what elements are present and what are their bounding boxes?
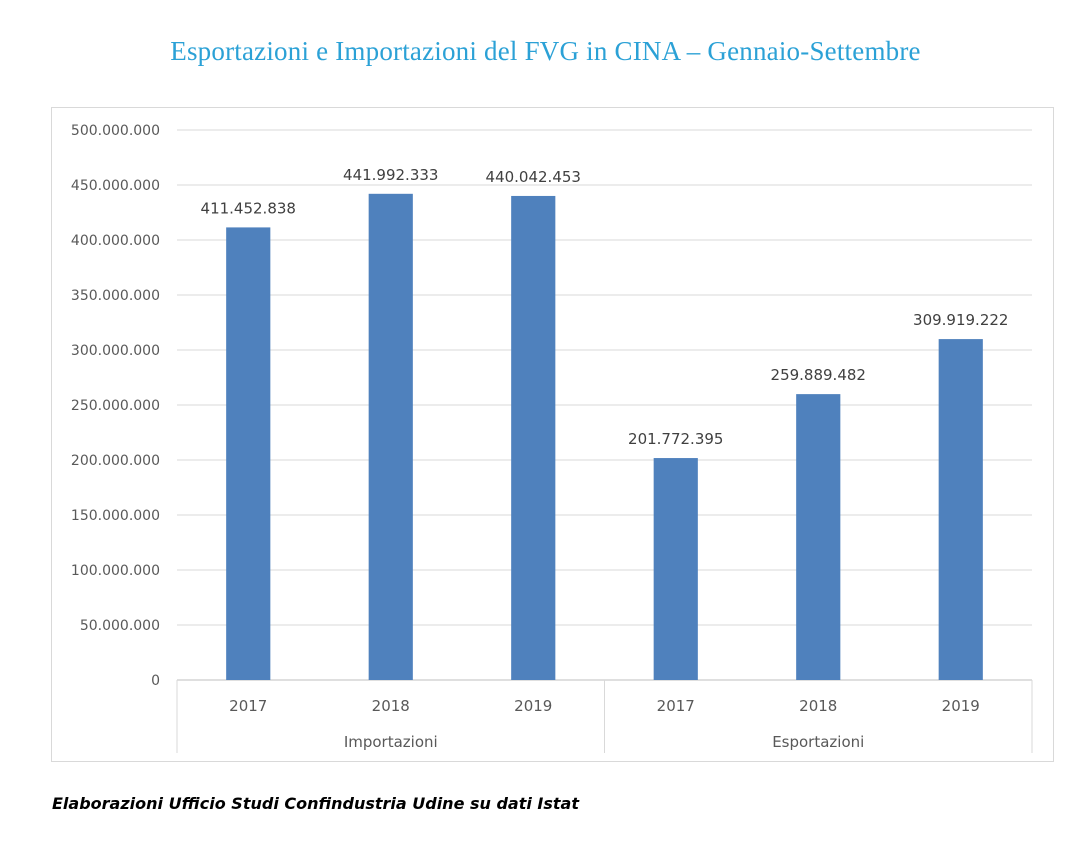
y-tick-label: 250.000.000 bbox=[71, 398, 160, 414]
y-tick-label: 150.000.000 bbox=[71, 508, 160, 524]
x-category-label: 2018 bbox=[372, 697, 410, 715]
data-label: 411.452.838 bbox=[201, 199, 296, 217]
y-tick-label: 100.000.000 bbox=[71, 563, 160, 579]
bar bbox=[511, 195, 556, 680]
y-tick-label: 50.000.000 bbox=[80, 618, 160, 634]
chart-title: Esportazioni e Importazioni del FVG in C… bbox=[170, 36, 921, 66]
x-group-label: Importazioni bbox=[344, 733, 438, 751]
x-group-label: Esportazioni bbox=[772, 733, 864, 751]
x-category-label: 2019 bbox=[514, 697, 552, 715]
x-category-label: 2017 bbox=[657, 697, 695, 715]
x-category-label: 2018 bbox=[799, 697, 837, 715]
x-category-label: 2019 bbox=[942, 697, 980, 715]
y-tick-label: 350.000.000 bbox=[71, 288, 160, 304]
y-tick-label: 500.000.000 bbox=[71, 123, 160, 139]
y-tick-label: 450.000.000 bbox=[71, 178, 160, 194]
bar bbox=[796, 394, 841, 680]
bar bbox=[938, 339, 983, 680]
bar bbox=[653, 458, 698, 680]
bar bbox=[226, 227, 271, 681]
source-note: Elaborazioni Ufficio Studi Confindustria… bbox=[52, 794, 579, 813]
data-label: 259.889.482 bbox=[771, 366, 866, 384]
bar bbox=[368, 193, 413, 680]
y-tick-label: 300.000.000 bbox=[71, 343, 160, 359]
data-label: 441.992.333 bbox=[343, 166, 438, 184]
y-tick-label: 400.000.000 bbox=[71, 233, 160, 249]
data-label: 309.919.222 bbox=[913, 311, 1008, 329]
y-tick-label: 0 bbox=[151, 673, 160, 689]
x-category-label: 2017 bbox=[229, 697, 267, 715]
data-label: 201.772.395 bbox=[628, 430, 723, 448]
data-label: 440.042.453 bbox=[486, 168, 581, 186]
y-tick-label: 200.000.000 bbox=[71, 453, 160, 469]
chart-frame bbox=[51, 107, 1054, 762]
